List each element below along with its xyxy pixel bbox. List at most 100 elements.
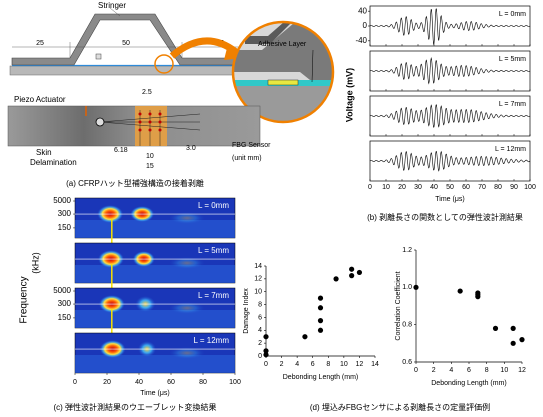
y-tick-label: -40 — [355, 36, 367, 45]
x-tick-label: 80 — [494, 184, 502, 191]
y-tick-label: 150 — [58, 223, 72, 232]
x-tick-label: 40 — [430, 184, 438, 191]
label: Stringer — [98, 1, 126, 10]
x-axis-title: Time (μs) — [435, 196, 464, 203]
y-tick-label: 0 — [363, 21, 368, 30]
label: Skin — [36, 148, 52, 157]
y-axis-title: Frequency — [19, 276, 30, 323]
piezo-section — [96, 54, 101, 59]
x-tick-label: 60 — [167, 379, 175, 386]
data-point — [413, 285, 418, 290]
y-tick-label: 40 — [358, 6, 367, 15]
caption: (d) 埋込みFBGセンサによる剥離長さの定量評価例 — [310, 402, 490, 412]
x-tick-label: 40 — [135, 379, 143, 386]
x-tick-label: 14 — [371, 361, 379, 368]
y-tick-label: 12 — [254, 276, 262, 283]
panel-label: L = 0mm — [499, 11, 526, 18]
wavelet-band — [75, 265, 235, 283]
panel-label: L = 7mm — [198, 291, 229, 300]
x-tick-label: 4 — [295, 361, 299, 368]
y-tick-label: 10 — [254, 289, 262, 296]
data-point — [263, 334, 268, 339]
y-tick-label: 300 — [58, 209, 72, 218]
data-point — [475, 294, 480, 299]
data-point — [349, 273, 354, 278]
y-axis-title: Damage Index — [243, 288, 250, 334]
dimension: 6.18 — [114, 147, 128, 154]
x-tick-label: 30 — [414, 184, 422, 191]
y-tick-label: 300 — [58, 299, 72, 308]
x-tick-label: 70 — [478, 184, 486, 191]
diagram: 25 50 25 Stringer Adhesive Layer Piezo A… — [8, 1, 340, 188]
wavelet-band — [75, 355, 235, 373]
y-axis-title: Correlation Coefficient — [395, 271, 402, 340]
x-tick-label: 10 — [500, 367, 508, 374]
x-tick-label: 0 — [368, 184, 372, 191]
x-axis-title: Time (μs) — [140, 390, 169, 397]
x-axis-title: Debonding Length (mm) — [283, 374, 359, 381]
data-point — [318, 305, 323, 310]
x-tick-label: 50 — [446, 184, 454, 191]
panel-label: L = 7mm — [499, 101, 526, 108]
data-point — [349, 267, 354, 272]
panel-label: L = 0mm — [198, 201, 229, 210]
wavelet-band — [75, 220, 235, 238]
y-tick-label: 1.2 — [402, 247, 412, 254]
data-point — [519, 337, 524, 342]
y-tick-label: 0 — [258, 353, 262, 360]
data-point — [357, 270, 362, 275]
y-tick-label: 5000 — [53, 196, 71, 205]
y-tick-label: 8 — [258, 301, 262, 308]
dimension: 2.5 — [142, 89, 152, 96]
data-point — [318, 296, 323, 301]
label: Delamination — [30, 158, 77, 167]
x-tick-label: 60 — [462, 184, 470, 191]
caption: (b) 剥離長さの関数としての弾性波計測結果 — [367, 212, 523, 222]
data-point — [493, 326, 498, 331]
y-tick-label: 6 — [258, 314, 262, 321]
skin-section — [10, 66, 260, 75]
x-tick-label: 20 — [103, 379, 111, 386]
x-tick-label: 90 — [510, 184, 518, 191]
y-tick-label: 150 — [58, 313, 72, 322]
x-tick-label: 100 — [524, 184, 536, 191]
caption: (a) CFRPハット型補強構造の接着剥離 — [66, 178, 204, 188]
x-tick-label: 6 — [467, 367, 471, 374]
x-tick-label: 12 — [356, 361, 364, 368]
label: Adhesive Layer — [258, 41, 307, 48]
dimension: 25 — [36, 40, 44, 47]
panel-label: L = 12mm — [194, 336, 230, 345]
data-point — [302, 334, 307, 339]
y-axis-unit: (kHz) — [30, 252, 40, 274]
x-tick-label: 0 — [73, 379, 77, 386]
dimension: 3.0 — [186, 145, 196, 152]
label: (unit mm) — [232, 155, 262, 162]
x-tick-label: 80 — [199, 379, 207, 386]
y-axis-title: Voltage (mV) — [344, 68, 354, 122]
x-tick-label: 8 — [326, 361, 330, 368]
plan-view — [8, 106, 260, 146]
data-point — [333, 276, 338, 281]
x-tick-label: 10 — [382, 184, 390, 191]
x-tick-label: 2 — [280, 361, 284, 368]
dimension: 15 — [146, 163, 154, 170]
piezo-actuator — [96, 118, 104, 126]
data-point — [318, 318, 323, 323]
x-tick-label: 4 — [449, 367, 453, 374]
data-point — [511, 326, 516, 331]
dimension: 10 — [146, 153, 154, 160]
y-tick-label: 2 — [258, 340, 262, 347]
panel-label: L = 12mm — [495, 146, 526, 153]
data-point — [263, 348, 268, 353]
panel-label: L = 5mm — [198, 246, 229, 255]
x-tick-label: 8 — [485, 367, 489, 374]
y-tick-label: 0.6 — [402, 359, 412, 366]
x-tick-label: 20 — [398, 184, 406, 191]
x-axis-title: Debonding Length (mm) — [431, 380, 507, 387]
caption: (c) 弾性波計測結果のウエーブレット変換結果 — [53, 402, 216, 412]
x-tick-label: 12 — [518, 367, 526, 374]
y-tick-label: 5000 — [53, 286, 71, 295]
figure: 25 50 25 Stringer Adhesive Layer Piezo A… — [0, 0, 543, 417]
label: FBG Sensor — [232, 142, 271, 149]
label: Piezo Actuator — [14, 95, 66, 104]
